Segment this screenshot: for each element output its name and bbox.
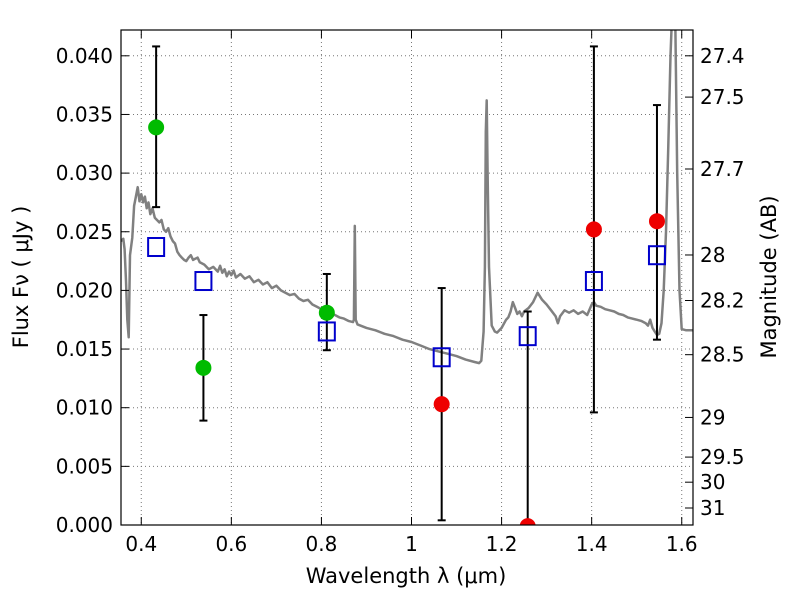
y-tick-label: 0.000 xyxy=(56,513,113,537)
y2-axis-label: Magnitude (AB) xyxy=(757,195,781,358)
x-tick-label: 0.6 xyxy=(215,532,247,556)
mag-tick-label: 29 xyxy=(700,405,725,429)
mag-tick-label: 28 xyxy=(700,243,725,267)
x-tick-label: 1.6 xyxy=(666,532,698,556)
x-tick-label: 1.4 xyxy=(576,532,608,556)
detection-point xyxy=(318,304,335,321)
x-tick-label: 0.4 xyxy=(125,532,157,556)
model-point xyxy=(647,245,666,266)
mag-tick-label: 27.5 xyxy=(700,85,745,109)
nondetection-point xyxy=(585,221,602,238)
mag-tick-label: 30 xyxy=(700,470,725,494)
model-point xyxy=(194,271,213,292)
y-tick-label: 0.015 xyxy=(56,337,113,361)
mag-tick-label: 28.5 xyxy=(700,343,745,367)
axis-ticks: 0.4 0.6 0.8 1 1.2 1.4 1.6 0.000 0.005 0.010 0.015 0… xyxy=(56,30,745,556)
detection-point xyxy=(148,119,165,136)
model-point xyxy=(584,271,603,292)
y-tick-label: 0.005 xyxy=(56,454,113,478)
x-tick-label: 1.2 xyxy=(486,532,518,556)
model-point xyxy=(518,326,537,347)
mag-tick-label: 28.2 xyxy=(700,288,745,312)
mag-tick-label: 27.4 xyxy=(700,44,745,68)
mag-tick-label: 29.5 xyxy=(700,445,745,469)
detection-point xyxy=(195,359,212,376)
y-tick-label: 0.010 xyxy=(56,396,113,420)
x-axis-label: Wavelength λ (μm) xyxy=(306,564,507,588)
y-tick-label: 0.025 xyxy=(56,220,113,244)
data-markers xyxy=(147,119,666,525)
nondetection-point xyxy=(519,518,536,525)
y-tick-label: 0.020 xyxy=(56,278,113,302)
mag-tick-label: 31 xyxy=(700,496,725,520)
mag-tick-label: 27.7 xyxy=(700,157,745,181)
y-tick-label: 0.040 xyxy=(56,44,113,68)
y-axis-label: Flux Fν ( μJy ) xyxy=(9,206,33,349)
x-tick-label: 0.8 xyxy=(306,532,338,556)
axis-labels: Wavelength λ (μm) Flux Fν ( μJy ) Magnit… xyxy=(9,195,781,588)
y-tick-label: 0.035 xyxy=(56,102,113,126)
plot-background xyxy=(121,30,693,525)
model-point xyxy=(432,347,451,368)
model-spectrum xyxy=(121,30,693,365)
model-point xyxy=(147,237,166,258)
x-tick-label: 1 xyxy=(405,532,418,556)
spectrum-line xyxy=(121,30,693,365)
model-point xyxy=(317,321,336,342)
plot-frame xyxy=(120,29,694,526)
nondetection-point xyxy=(433,396,450,413)
nondetection-point xyxy=(648,213,665,230)
y-tick-label: 0.030 xyxy=(56,161,113,185)
